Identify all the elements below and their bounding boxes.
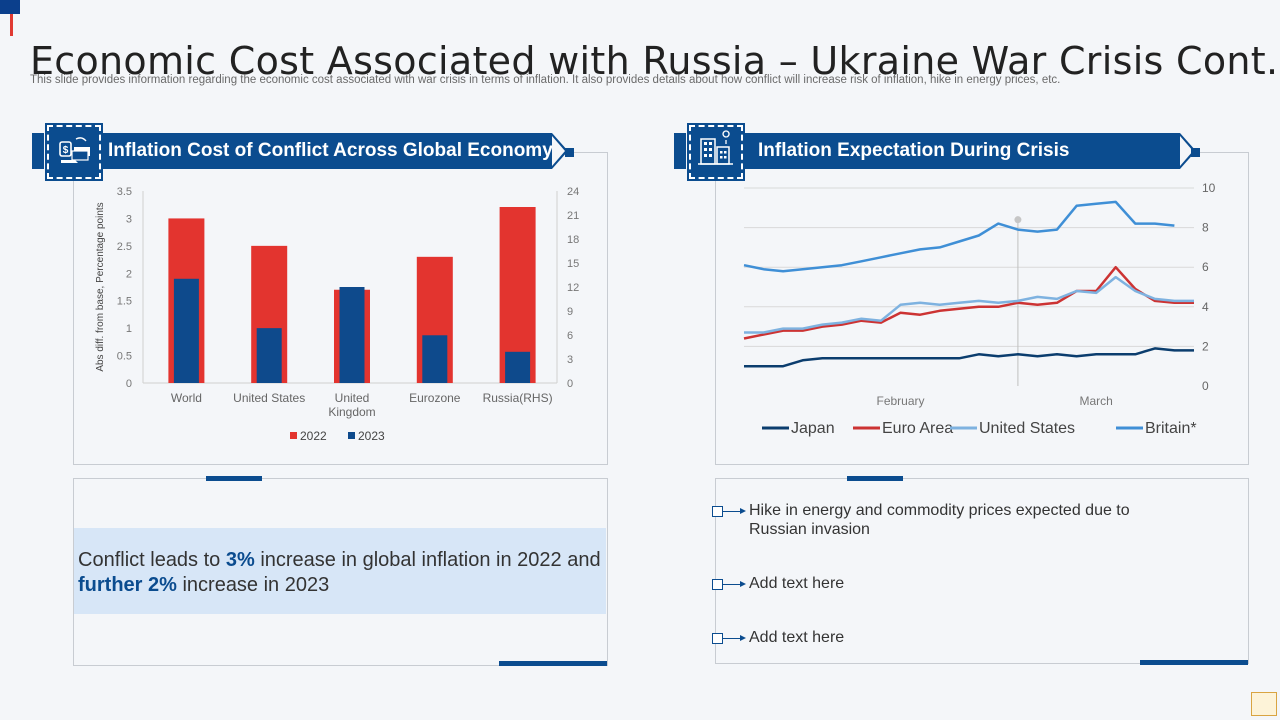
bullet-arrow-icon: [740, 508, 746, 514]
bullet-text-3: Add text here: [749, 629, 845, 646]
bar-2023-0: [173, 278, 199, 383]
line-y-tick-label: 0: [1202, 379, 1209, 393]
bullet-connector: [723, 511, 743, 512]
bar-legend-label-2023: 2023: [358, 429, 385, 443]
bar-left-tick-label: 0: [126, 378, 132, 390]
line-y-tick-label: 4: [1202, 300, 1209, 314]
title-accent-tick: [10, 14, 13, 36]
line-legend-label-euroarea: Euro Area: [882, 420, 953, 437]
line-y-tick-label: 10: [1202, 181, 1216, 195]
line-legend-label-unitedstates: United States: [979, 420, 1075, 437]
bullet-square-icon: [712, 506, 723, 517]
bar-left-tick-label: 1: [126, 323, 132, 335]
line-x-tick-label: February: [877, 394, 925, 408]
bar-legend-label-2022: 2022: [300, 429, 327, 443]
bar-category-label: Russia(RHS): [483, 391, 553, 405]
right-panel-banner: Inflation Expectation During Crisis: [745, 133, 1180, 169]
money-exchange-icon: $: [45, 123, 103, 181]
bar-y-axis-label: Abs diff. from base, Percentage points: [95, 202, 106, 371]
bar-right-tick-label: 24: [567, 186, 579, 198]
slide-corner-box: [1251, 692, 1277, 716]
bar-category-label: United States: [233, 391, 305, 405]
line-series-britain: [743, 200, 1175, 273]
right-bullets-bottom-accent: [1140, 660, 1248, 665]
bullet-connector: [723, 584, 743, 585]
bar-category-label: Eurozone: [409, 391, 461, 405]
bullet-arrow-icon: [740, 635, 746, 641]
line-legend-label-britain: Britain*: [1145, 420, 1197, 437]
line-y-tick-label: 8: [1202, 221, 1209, 235]
bar-right-tick-label: 9: [567, 306, 573, 318]
bar-legend-swatch-2023: [348, 432, 355, 439]
bar-right-tick-label: 3: [567, 354, 573, 366]
bar-left-tick-label: 1.5: [117, 296, 132, 308]
left-banner-end-square: [565, 148, 574, 157]
bullet-connector: [723, 638, 743, 639]
left-callout-bottom-accent: [499, 661, 607, 666]
bar-2023-3: [422, 335, 448, 383]
line-x-tick-label: March: [1080, 394, 1113, 408]
bar-2023-4: [505, 351, 531, 383]
bar-right-tick-label: 18: [567, 234, 579, 246]
line-legend-label-japan: Japan: [791, 420, 835, 437]
bar-left-tick-label: 2.5: [117, 241, 132, 253]
page-subtitle: This slide provides information regardin…: [30, 74, 1061, 86]
bar-right-tick-label: 15: [567, 258, 579, 270]
line-y-tick-label: 2: [1202, 339, 1209, 353]
bar-2023-1: [256, 328, 282, 383]
bar-chart: 0 0.5 1 1.5 2 2.5 3 3.5 0 3 6 9 12 15 18 21 24 Abs diff. …: [95, 186, 579, 443]
right-banner-arrow-inner: [1180, 136, 1193, 166]
bar-category-label: Kingdom: [328, 405, 375, 419]
line-series-unitedstates: [744, 275, 1194, 334]
bar-left-tick-label: 2: [126, 268, 132, 280]
line-y-tick-label: 6: [1202, 260, 1209, 274]
left-banner-side-tab: [32, 133, 44, 169]
callout-text-2: increase in global inflation in 2022 and: [254, 549, 601, 571]
right-bullets-panel: [715, 478, 1249, 664]
right-banner-side-tab: [674, 133, 686, 169]
bar-right-tick-label: 21: [567, 210, 579, 222]
right-bullets-top-accent: [847, 476, 903, 481]
buildings-icon: [687, 123, 745, 181]
callout-text-1: Conflict leads to: [78, 549, 226, 571]
right-banner-end-square: [1191, 148, 1200, 157]
bar-left-tick-label: 3: [126, 213, 132, 225]
bullet-arrow-icon: [740, 581, 746, 587]
inflation-callout: Conflict leads to 3% increase in global …: [74, 528, 606, 614]
callout-text-3: increase in 2023: [176, 574, 330, 596]
line-series-euroarea: [743, 265, 1194, 340]
page-title: Economic Cost Associated with Russia – U…: [30, 39, 1279, 84]
bar-category-label: World: [171, 391, 202, 405]
bar-category-label: United: [335, 391, 370, 405]
bullet-square-icon: [712, 579, 723, 590]
svg-text:$: $: [63, 145, 69, 156]
line-series-japan: [744, 347, 1194, 368]
bar-right-tick-label: 0: [567, 378, 573, 390]
right-chart-panel: [715, 152, 1249, 465]
line-chart: 0 2 4 6 8 10 February March Japan Euro Area United…: [743, 181, 1216, 437]
left-panel-banner: Inflation Cost of Conflict Across Global…: [98, 133, 553, 169]
callout-highlight-3pct: 3%: [225, 549, 255, 571]
bullet-text-1: Hike in energy and commodity prices expe…: [749, 502, 1130, 538]
bar-left-tick-label: 0.5: [117, 351, 132, 363]
bar-right-tick-label: 6: [567, 330, 573, 342]
bullet-square-icon: [712, 633, 723, 644]
bullet-text-2: Add text here: [749, 575, 845, 592]
line-marker-dot: [1014, 216, 1022, 224]
bar-legend-swatch-2022: [290, 432, 297, 439]
bar-2023-2: [339, 287, 365, 383]
corner-accent: [0, 0, 20, 14]
bar-right-tick-label: 12: [567, 282, 579, 294]
callout-highlight-2pct: further 2%: [78, 574, 177, 596]
left-callout-top-accent: [206, 476, 262, 481]
left-banner-arrow-inner: [552, 136, 565, 166]
bar-left-tick-label: 3.5: [117, 186, 132, 198]
